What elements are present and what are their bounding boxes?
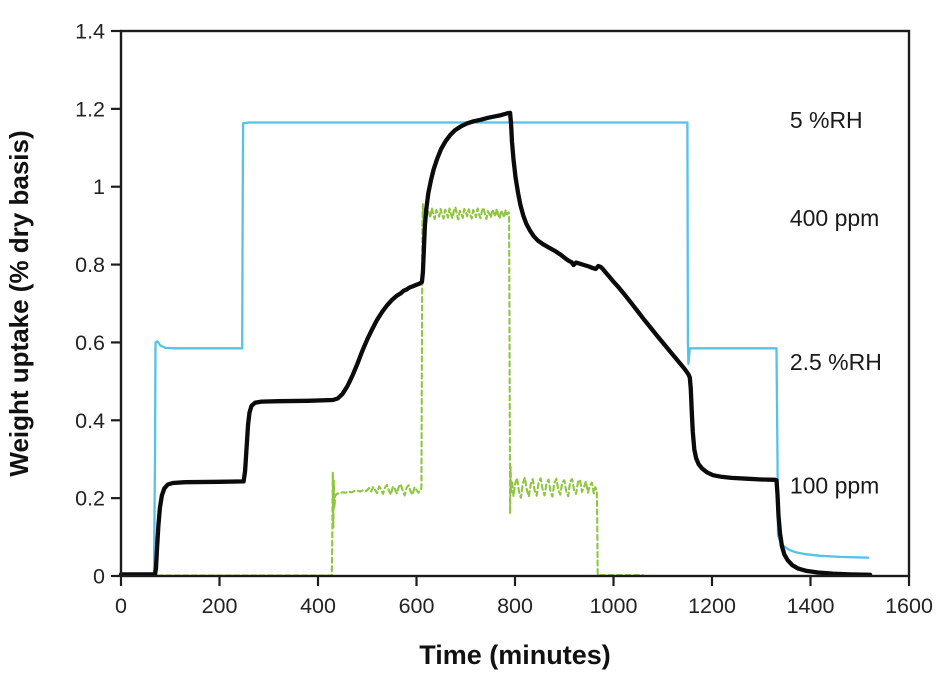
x-tick-label: 0: [115, 594, 127, 618]
y-axis-title: Weight uptake (% dry basis): [4, 130, 34, 476]
annotation-label: 5 %RH: [790, 107, 863, 133]
y-tick-label: 1.2: [75, 97, 105, 121]
y-tick-label: 1.4: [75, 20, 105, 44]
x-tick-label: 800: [497, 594, 533, 618]
y-tick-label: 0.4: [75, 409, 105, 433]
x-tick-label: 1600: [885, 594, 933, 618]
y-tick-label: 0: [93, 565, 105, 589]
annotation-label: 400 ppm: [790, 205, 880, 231]
series-weight-uptake-line: [118, 110, 873, 577]
annotation-label: 100 ppm: [790, 473, 880, 499]
x-tick-label: 400: [300, 594, 336, 618]
annotation-label: 2.5 %RH: [790, 349, 882, 375]
series-co2-concentration-profile-line: [139, 203, 645, 577]
x-tick-label: 600: [399, 594, 435, 618]
x-tick-label: 200: [202, 594, 238, 618]
x-axis-title: Time (minutes): [419, 640, 611, 670]
y-tick-label: 0.2: [75, 487, 105, 511]
series-relative-humidity-profile-line: [119, 121, 870, 575]
y-tick-label: 1: [93, 175, 105, 199]
x-tick-label: 1200: [688, 594, 736, 618]
y-tick-label: 0.8: [75, 253, 105, 277]
x-tick-label: 1400: [787, 594, 835, 618]
x-tick-label: 1000: [590, 594, 638, 618]
y-tick-label: 0.6: [75, 331, 105, 355]
